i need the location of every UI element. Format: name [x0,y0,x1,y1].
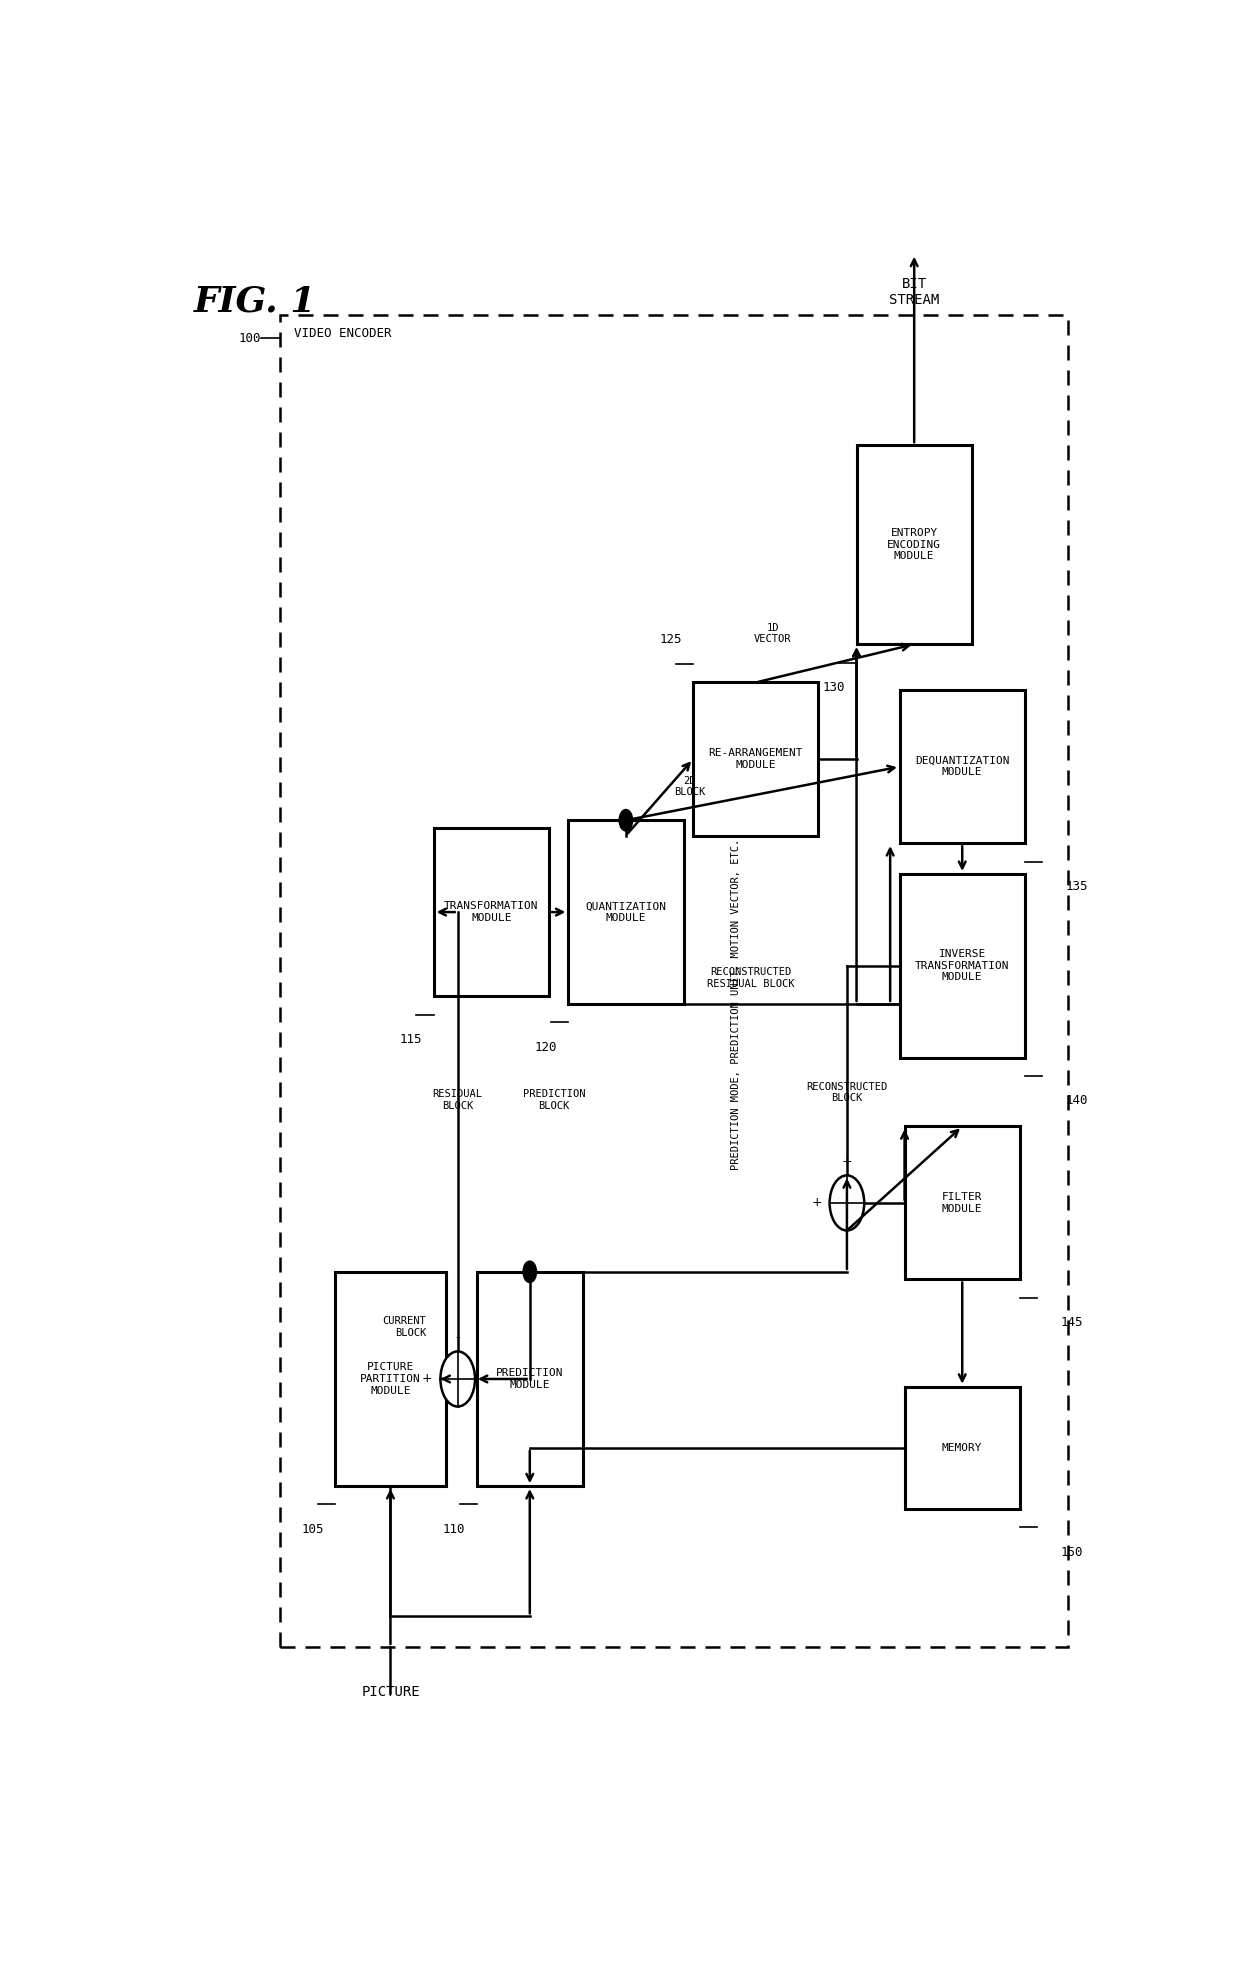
Bar [900,875,1024,1058]
Text: RE-ARRANGEMENT
MODULE: RE-ARRANGEMENT MODULE [708,747,802,769]
Text: +: + [422,1372,433,1386]
Text: 150: 150 [1060,1547,1083,1559]
Text: QUANTIZATION
MODULE: QUANTIZATION MODULE [585,901,666,922]
Bar [905,1127,1021,1280]
Bar [857,445,972,644]
Text: RECONSTRUCTED
RESIDUAL BLOCK: RECONSTRUCTED RESIDUAL BLOCK [707,966,795,988]
Text: ENTROPY
ENCODING
MODULE: ENTROPY ENCODING MODULE [887,529,941,561]
Bar [335,1272,445,1487]
Text: PICTURE
PARTITION
MODULE: PICTURE PARTITION MODULE [360,1362,420,1396]
Bar [905,1388,1021,1509]
Circle shape [523,1260,537,1282]
Text: FIG. 1: FIG. 1 [193,284,316,318]
Bar [693,682,818,835]
Text: 130: 130 [822,682,844,694]
Text: -: - [455,1330,460,1344]
Text: MEMORY: MEMORY [942,1443,982,1453]
Text: 110: 110 [443,1523,465,1537]
Text: VIDEO ENCODER: VIDEO ENCODER [294,328,392,340]
Text: +: + [811,1197,822,1209]
Text: PICTURE: PICTURE [361,1686,420,1700]
Text: 145: 145 [1060,1316,1083,1330]
Text: PREDICTION MODE, PREDICTION UNIT, MOTION VECTOR, ETC.: PREDICTION MODE, PREDICTION UNIT, MOTION… [732,839,742,1169]
Text: TRANSFORMATION
MODULE: TRANSFORMATION MODULE [444,901,538,922]
Text: DEQUANTIZATION
MODULE: DEQUANTIZATION MODULE [915,755,1009,777]
Text: CURRENT
BLOCK: CURRENT BLOCK [382,1316,427,1338]
Text: FILTER
MODULE: FILTER MODULE [942,1193,982,1215]
Circle shape [619,809,632,831]
Text: PREDICTION
BLOCK: PREDICTION BLOCK [522,1089,585,1111]
Text: 100: 100 [238,332,260,344]
Text: PREDICTION
MODULE: PREDICTION MODULE [496,1368,563,1390]
Text: 1D
VECTOR: 1D VECTOR [754,622,791,644]
Text: +: + [842,1155,852,1167]
Bar [477,1272,583,1487]
Text: 120: 120 [534,1040,557,1054]
Bar [568,821,683,1004]
Text: 115: 115 [399,1034,422,1046]
Text: INVERSE
TRANSFORMATION
MODULE: INVERSE TRANSFORMATION MODULE [915,948,1009,982]
Text: 125: 125 [660,632,682,646]
Circle shape [440,1352,475,1408]
Text: RECONSTRUCTED
BLOCK: RECONSTRUCTED BLOCK [806,1081,888,1103]
Bar [434,827,549,996]
Text: 135: 135 [1065,881,1087,893]
Circle shape [830,1175,864,1231]
Text: BIT
STREAM: BIT STREAM [889,276,940,308]
Bar [280,314,1068,1646]
Text: 105: 105 [301,1523,324,1537]
Text: 140: 140 [1065,1093,1087,1107]
Text: RESIDUAL
BLOCK: RESIDUAL BLOCK [433,1089,482,1111]
Bar [900,690,1024,843]
Text: 2D
BLOCK: 2D BLOCK [673,775,706,797]
